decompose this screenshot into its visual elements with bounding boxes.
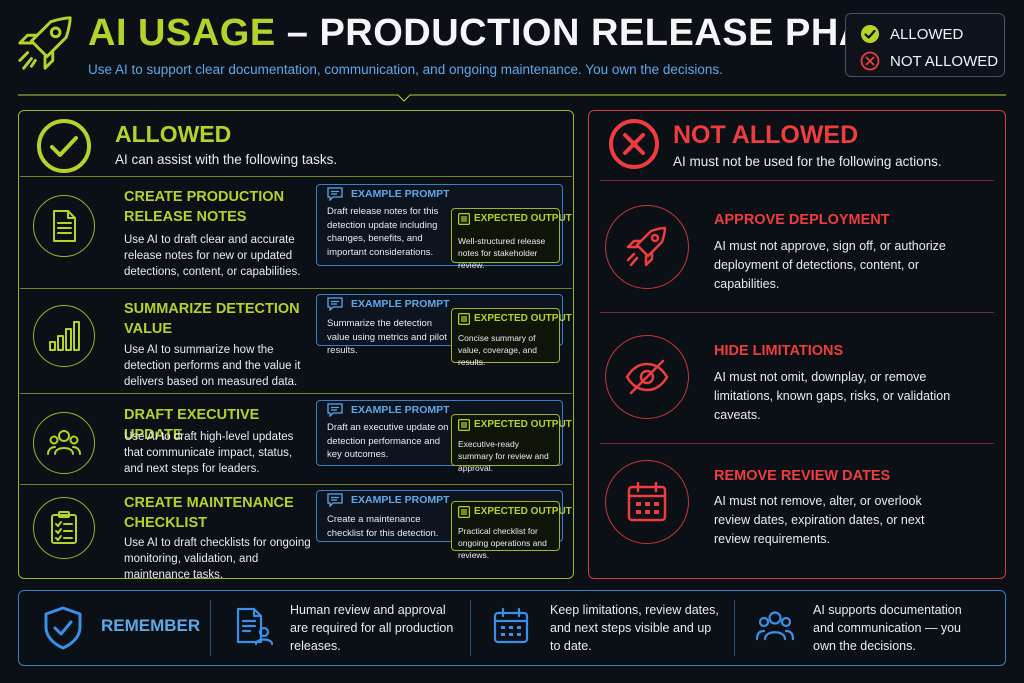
page-subtitle: Use AI to support clear documentation, c… [88, 62, 723, 77]
not-allowed-title: NOT ALLOWED [673, 121, 859, 149]
item-description: Use AI to draft high-level updates that … [124, 431, 294, 475]
divider [20, 393, 572, 394]
users-icon [755, 611, 795, 641]
list-icon [458, 313, 470, 325]
output-label: EXPECTED OUTPUT [474, 313, 572, 324]
footer-point: AI supports documentation and communicat… [813, 603, 962, 653]
bar-chart-icon [33, 305, 95, 367]
item-description: Use AI to draft checklists for ongoing m… [124, 537, 311, 581]
example-prompt-box: EXAMPLE PROMPT Summarize the detection v… [316, 294, 563, 356]
expected-output-box: EXPECTED OUTPUT Practical checklist for … [451, 501, 572, 560]
x-circle-icon [609, 119, 659, 169]
chat-bubble-icon [327, 187, 343, 201]
remember-label: REMEMBER [101, 616, 201, 635]
allowed-panel [18, 110, 574, 579]
item-description: AI must not remove, alter, or overlook r… [714, 494, 925, 546]
clipboard-checklist-icon [33, 497, 95, 559]
prompt-text: Create a maintenance checklist for this … [327, 514, 439, 539]
footer-point: Keep limitations, review dates, and next… [550, 603, 719, 653]
page-title: AI USAGE – PRODUCTION RELEASE PHASE [88, 12, 919, 54]
calendar-icon [493, 607, 529, 644]
footer-remember [18, 590, 1006, 666]
legend-not-allowed: NOT ALLOWED [860, 51, 998, 71]
document-user-icon [236, 607, 274, 646]
item-description: AI must not omit, downplay, or remove li… [714, 370, 951, 422]
calendar-icon [605, 460, 689, 544]
divider [470, 600, 471, 656]
expected-output-box: EXPECTED OUTPUT Well-structured release … [451, 208, 572, 270]
document-icon [33, 195, 95, 257]
item-title: APPROVE DEPLOYMENT [714, 212, 890, 228]
chat-bubble-icon [327, 297, 343, 311]
expected-output-box: EXPECTED OUTPUT Executive-ready summary … [451, 414, 572, 473]
x-circle-icon [860, 51, 880, 71]
item-title: CREATE MAINTENANCE CHECKLIST [124, 495, 294, 531]
chat-bubble-icon [327, 403, 343, 417]
divider [734, 600, 735, 656]
divider [600, 180, 994, 181]
output-label: EXPECTED OUTPUT [474, 419, 572, 430]
divider [600, 443, 994, 444]
chat-bubble-icon [327, 493, 343, 507]
eye-slash-icon [605, 335, 689, 419]
prompt-label: EXAMPLE PROMPT [351, 494, 450, 506]
item-description: AI must not approve, sign off, or author… [714, 239, 946, 291]
item-description: Use AI to summarize how the detection pe… [124, 344, 301, 388]
item-title: HIDE LIMITATIONS [714, 343, 844, 359]
divider [20, 176, 572, 177]
item-title: SUMMARIZE DETECTION VALUE [124, 301, 300, 337]
list-icon [458, 506, 470, 518]
legend-allowed: ALLOWED [860, 24, 963, 44]
legend: ALLOWED NOT ALLOWED [845, 13, 1005, 77]
shield-check-icon [44, 606, 82, 650]
legend-allowed-label: ALLOWED [890, 25, 964, 43]
output-label: EXPECTED OUTPUT [474, 506, 572, 517]
prompt-label: EXAMPLE PROMPT [351, 298, 450, 310]
output-text: Well-structured release notes for stakeh… [458, 236, 546, 270]
legend-not-allowed-label: NOT ALLOWED [890, 52, 999, 70]
prompt-text: Draft an executive update on detection p… [327, 422, 449, 460]
prompt-text: Draft release notes for this detection u… [327, 206, 439, 258]
output-text: Concise summary of value, coverage, and … [458, 333, 537, 367]
item-description: Use AI to draft clear and accurate relea… [124, 234, 301, 278]
output-text: Executive-ready summary for review and a… [458, 439, 549, 473]
divider [600, 312, 994, 313]
rocket-icon [18, 16, 72, 70]
divider [210, 600, 211, 656]
item-title: REMOVE REVIEW DATES [714, 468, 891, 484]
output-label: EXPECTED OUTPUT [474, 213, 572, 224]
header-divider [18, 94, 1006, 102]
allowed-title: ALLOWED [115, 121, 232, 147]
prompt-label: EXAMPLE PROMPT [351, 404, 450, 416]
not-allowed-subtitle: AI must not be used for the following ac… [673, 154, 942, 169]
divider [20, 484, 572, 485]
check-circle-icon [37, 119, 91, 173]
expected-output-box: EXPECTED OUTPUT Concise summary of value… [451, 308, 572, 367]
footer-point: Human review and approval are required f… [290, 603, 454, 653]
list-icon [458, 419, 470, 431]
prompt-text: Summarize the detection value using metr… [327, 318, 447, 356]
not-allowed-panel [588, 110, 1006, 579]
output-text: Practical checklist for ongoing operatio… [458, 526, 547, 560]
users-icon [33, 412, 95, 474]
allowed-subtitle: AI can assist with the following tasks. [115, 152, 338, 167]
check-circle-icon [861, 25, 879, 43]
rocket-icon [605, 205, 689, 289]
divider [20, 288, 572, 289]
item-title: CREATE PRODUCTION RELEASE NOTES [124, 189, 285, 225]
prompt-label: EXAMPLE PROMPT [351, 188, 450, 200]
list-icon [458, 213, 470, 225]
item-title: DRAFT EXECUTIVE UPDATE [124, 407, 260, 443]
